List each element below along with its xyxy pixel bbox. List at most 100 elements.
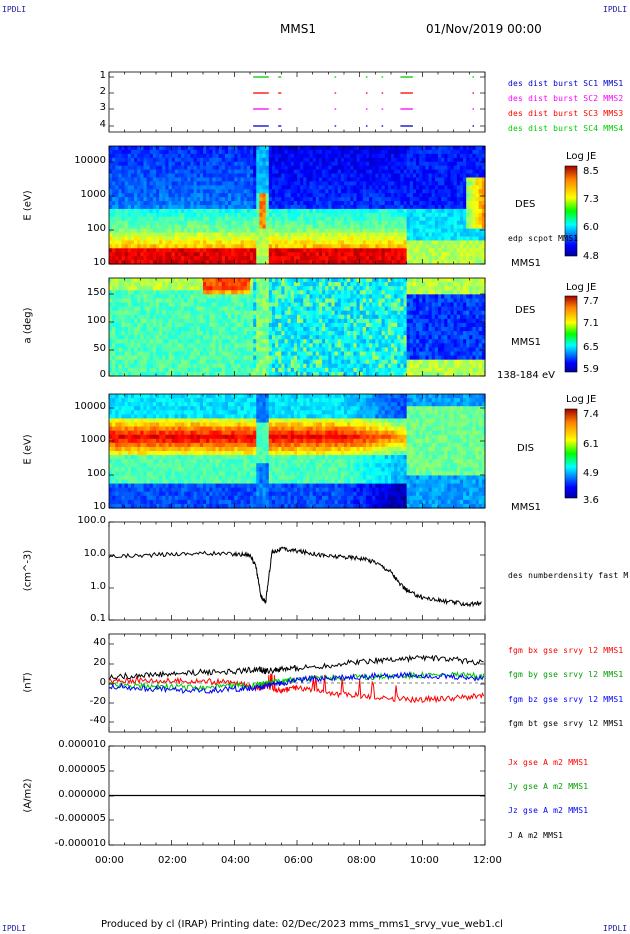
spectrogram-cell — [356, 173, 361, 179]
spectrogram-cell — [422, 232, 427, 238]
spectrogram-cell — [256, 165, 260, 171]
spectrogram-cell — [350, 169, 354, 175]
spectrogram-cell — [165, 347, 170, 353]
spectrogram-cell — [196, 322, 201, 328]
spectrogram-cell — [466, 236, 470, 241]
spectrogram-cell — [481, 189, 486, 194]
spectrogram-cell — [246, 343, 251, 349]
spectrogram-cell — [181, 157, 185, 163]
spectrogram-cell — [409, 181, 414, 186]
spectrogram-cell — [140, 335, 145, 340]
spectrogram-cell — [434, 232, 439, 238]
spectrogram-cell — [159, 236, 163, 241]
spectrogram-cell — [159, 343, 163, 349]
spectrogram-cell — [212, 371, 217, 377]
spectrogram-cell — [228, 193, 232, 198]
spectrogram-cell — [275, 367, 279, 373]
spectrogram-cell — [215, 290, 220, 295]
spectrogram-cell — [394, 153, 398, 159]
spectrogram-cell — [228, 232, 232, 238]
spectrogram-cell — [384, 197, 389, 202]
spectrogram-cell — [203, 161, 207, 167]
spectrogram-cell — [400, 236, 405, 241]
spectrogram-cell — [234, 335, 239, 340]
spectrogram-cell — [171, 146, 176, 151]
spectrogram-cell — [174, 347, 179, 353]
spectrogram-cell — [215, 306, 220, 312]
spectrogram-cell — [472, 228, 477, 234]
spectrogram-cell — [240, 165, 245, 171]
spectrogram-cell — [400, 220, 405, 226]
spectrogram-cell — [193, 205, 198, 210]
spectrogram-cell — [438, 260, 442, 265]
spectrogram-cell — [196, 359, 201, 365]
spectrogram-cell — [240, 302, 245, 308]
spectrogram-cell — [196, 310, 201, 316]
spectrogram-cell — [406, 157, 411, 163]
spectrogram-cell — [315, 177, 320, 182]
spectrogram-cell — [441, 236, 445, 241]
spectrogram-cell — [287, 306, 292, 312]
spectrogram-cell — [362, 256, 367, 261]
spectrogram-cell — [206, 322, 210, 328]
spectrogram-cell — [162, 212, 166, 218]
spectrogram-cell — [246, 306, 251, 312]
spectrogram-cell — [121, 310, 126, 316]
spectrogram-cell — [121, 286, 126, 291]
spectrogram-cell — [478, 157, 483, 163]
spectrogram-cell — [387, 216, 392, 222]
spectrogram-cell — [337, 220, 342, 226]
spectrogram-cell — [218, 318, 223, 324]
spectrogram-cell — [234, 212, 239, 218]
spectrogram-cell — [196, 347, 201, 353]
spectrogram-cell — [281, 314, 286, 320]
spectrogram-cell — [287, 228, 292, 234]
spectrogram-cell — [400, 197, 405, 202]
spectrogram-cell — [168, 189, 173, 194]
spectrogram-cell — [118, 256, 123, 261]
spectrogram-cell — [193, 232, 198, 238]
spectrogram-cell — [369, 256, 373, 261]
spectrogram-cell — [350, 149, 354, 155]
spectrogram-cell — [397, 252, 401, 257]
spectrogram-cell — [143, 232, 148, 238]
spectrogram-cell — [472, 248, 477, 253]
spectrogram-cell — [187, 232, 192, 238]
spectrogram-cell — [475, 248, 480, 253]
spectrogram-cell — [124, 169, 129, 175]
spectrogram-cell — [165, 327, 170, 332]
spectrogram-cell — [438, 244, 442, 249]
spectrogram-cell — [237, 256, 242, 261]
spectrogram-cell — [130, 252, 135, 257]
spectrogram-cell — [171, 169, 176, 175]
spectrogram-cell — [250, 220, 254, 226]
spectrogram-cell — [181, 185, 185, 190]
spectrogram-cell — [265, 197, 270, 202]
spectrogram-cell — [262, 290, 267, 295]
spectrogram-cell — [231, 216, 235, 222]
spectrogram-cell — [293, 228, 298, 234]
spectrogram-cell — [206, 347, 210, 353]
spectrogram-cell — [221, 205, 226, 210]
spectrogram-cell — [112, 327, 116, 332]
spectrogram-cell — [372, 177, 376, 182]
spectrogram-cell — [140, 298, 145, 304]
spectrogram-cell — [149, 212, 154, 218]
spectrogram-cell — [121, 298, 126, 304]
spectrogram-cell — [287, 322, 292, 328]
spectrogram-cell — [127, 146, 132, 151]
spectrogram-cell — [218, 355, 223, 361]
spectrogram-cell — [268, 371, 273, 377]
spectrogram-cell — [434, 146, 439, 151]
spectrogram-cell — [253, 161, 257, 167]
spectrogram-cell — [121, 161, 126, 167]
spectrogram-cell — [137, 173, 141, 179]
spectrogram-cell — [447, 236, 452, 241]
spectrogram-cell — [237, 322, 242, 328]
spectrogram-cell — [387, 165, 392, 171]
spectrogram-cell — [143, 282, 148, 287]
spectrogram-cell — [228, 205, 232, 210]
spectrogram-cell — [391, 149, 395, 155]
spectrogram-cell — [337, 161, 342, 167]
spectrogram-cell — [353, 205, 358, 210]
